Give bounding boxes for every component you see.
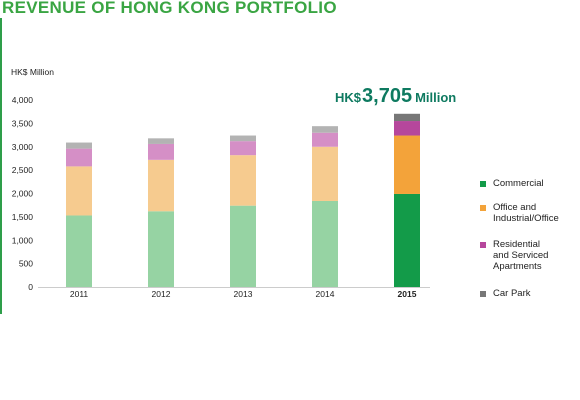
x-axis: 2011 2012 2013 2014 2015 — [38, 287, 430, 299]
bar-segment-2013-car-park — [230, 135, 256, 142]
x-tick-label: 2013 — [234, 289, 253, 299]
callout-prefix: HK$ — [335, 90, 362, 105]
legend-swatch — [480, 181, 486, 187]
bar-segment-2014-residential-and-serviced-apartments — [312, 132, 338, 147]
bar-segment-2013-residential-and-serviced-apartments — [230, 141, 256, 156]
x-tick-label: 2015 — [398, 289, 417, 299]
y-tick-label: 3,000 — [12, 142, 34, 152]
bars-group — [66, 113, 420, 287]
y-tick-label: 2,500 — [12, 165, 34, 175]
x-tick-label: 2012 — [152, 289, 171, 299]
chart-title: REVENUE OF HONG KONG PORTFOLIO — [2, 0, 337, 17]
legend-label-line: Office and — [493, 202, 537, 213]
legend-label: Commercial — [493, 178, 544, 189]
legend-label-line: Industrial/Office — [493, 213, 559, 224]
bar-segment-2012-residential-and-serviced-apartments — [148, 143, 174, 160]
legend-label-line: Apartments — [493, 261, 542, 272]
y-tick-label: 1,500 — [12, 212, 34, 222]
bar-segment-2012-office-and-industrial-office — [148, 159, 174, 212]
legend-swatch — [480, 205, 486, 211]
callout-value: 3,705 — [362, 85, 412, 107]
legend-swatch — [480, 291, 486, 297]
legend-item: Office and Industrial/Office — [480, 202, 576, 224]
y-tick-label: 0 — [28, 282, 33, 292]
callout-suffix: Million — [415, 90, 456, 105]
legend-label: Residential and Serviced Apartments — [493, 239, 548, 272]
legend-label-line: Commercial — [493, 178, 544, 189]
legend-label: Car Park — [493, 288, 530, 299]
legend-label-line: Car Park — [493, 288, 531, 299]
bar-segment-2014-car-park — [312, 126, 338, 133]
legend-label-line: and Serviced — [493, 250, 549, 261]
legend-item: Car Park — [480, 288, 576, 299]
y-tick-label: 2,000 — [12, 189, 34, 199]
bar-segment-2011-office-and-industrial-office — [66, 166, 92, 216]
legend-label: Office and Industrial/Office — [493, 202, 559, 224]
legend-label-line: Residential — [493, 239, 540, 250]
left-accent-rule — [0, 18, 2, 314]
bar-segment-2012-commercial — [148, 211, 174, 287]
bar-segment-2014-office-and-industrial-office — [312, 146, 338, 201]
y-tick-label: 3,500 — [12, 118, 34, 128]
bar-segment-2015-residential-and-serviced-apartments — [394, 121, 420, 136]
bar-segment-2014-commercial — [312, 200, 338, 287]
legend-item: Residential and Serviced Apartments — [480, 239, 576, 272]
total-revenue-callout: HK$3,705 Million — [335, 85, 456, 107]
y-tick-label: 1,000 — [12, 235, 34, 245]
bar-segment-2015-commercial — [394, 193, 420, 287]
bar-segment-2013-commercial — [230, 205, 256, 287]
x-tick-label: 2014 — [316, 289, 335, 299]
bar-segment-2015-car-park — [394, 113, 420, 122]
legend-swatch — [480, 242, 486, 248]
bar-segment-2011-car-park — [66, 142, 92, 149]
y-tick-label: 4,000 — [12, 95, 34, 105]
x-tick-label: 2011 — [70, 289, 89, 299]
y-tick-label: 500 — [19, 259, 33, 269]
bar-segment-2011-residential-and-serviced-apartments — [66, 148, 92, 167]
bar-segment-2013-office-and-industrial-office — [230, 155, 256, 206]
bar-segment-2011-commercial — [66, 215, 92, 287]
y-axis: 4,000 3,500 3,000 2,500 2,000 1,500 1,000 500 0 — [12, 95, 34, 292]
legend-item: Commercial — [480, 178, 576, 189]
bar-segment-2015-office-and-industrial-office — [394, 135, 420, 194]
bar-segment-2012-car-park — [148, 138, 174, 144]
y-axis-label: HK$ Million — [11, 67, 54, 77]
